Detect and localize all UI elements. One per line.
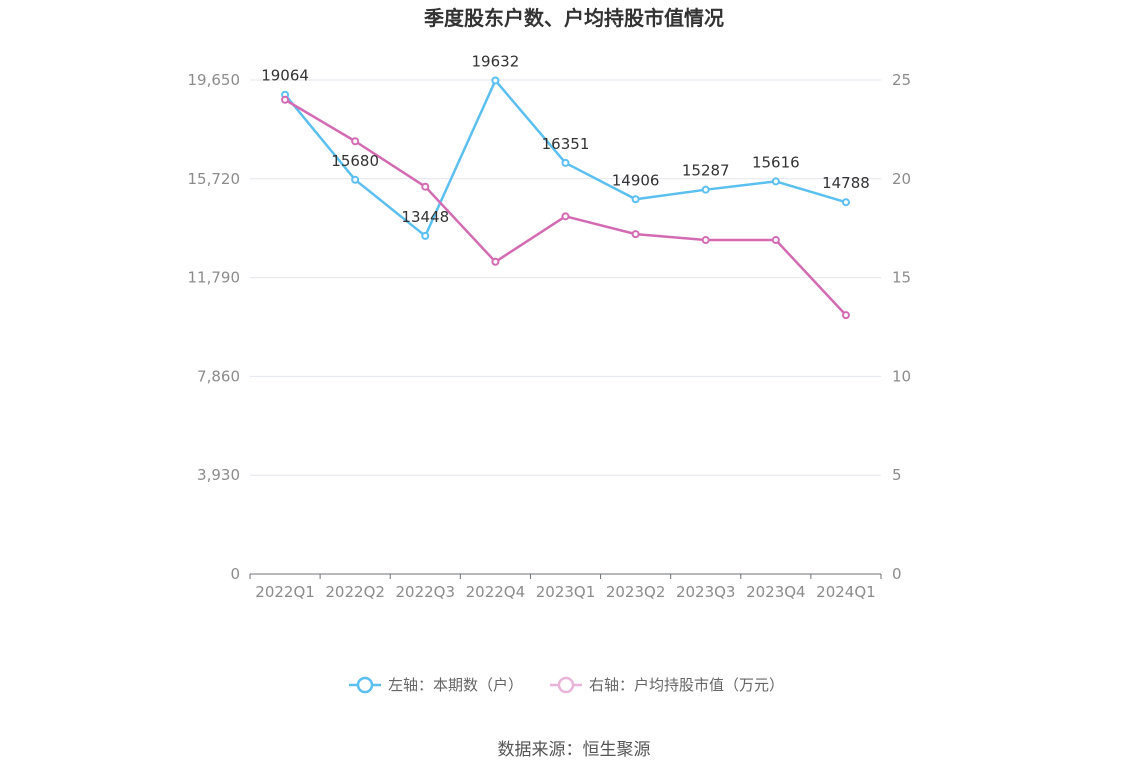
series-2-point — [841, 311, 850, 320]
series-layer — [281, 76, 850, 320]
x-tick-label: 2023Q2 — [606, 583, 666, 601]
x-tick-label: 2022Q3 — [396, 583, 456, 601]
left-tick-label: 0 — [230, 565, 240, 583]
data-label: 14788 — [822, 174, 870, 192]
legend-label-left: 左轴：本期数（户） — [388, 676, 523, 694]
data-labels: 19064 15680 13448 19632 16351 14906 15287 15616… — [261, 52, 870, 225]
series-1-point — [421, 231, 430, 240]
series-2-point — [631, 230, 640, 239]
data-label: 13448 — [401, 208, 449, 226]
legend-marker-right — [557, 676, 575, 694]
series-1-point — [701, 185, 710, 194]
data-label: 15680 — [331, 152, 379, 170]
data-label: 14906 — [612, 171, 660, 189]
x-tick-label: 2024Q1 — [816, 583, 876, 601]
legend-item-right[interactable]: 右轴：户均持股市值（万元） — [550, 676, 784, 694]
series-1-point — [491, 76, 500, 85]
data-label: 16351 — [542, 135, 590, 153]
series-2-point — [701, 236, 710, 245]
series-1-point — [561, 158, 570, 167]
data-label: 19064 — [261, 67, 309, 85]
series-2-point — [491, 257, 500, 266]
data-source: 数据来源：恒生聚源 — [498, 740, 651, 760]
series-1-point — [631, 195, 640, 204]
legend-label-right: 右轴：户均持股市值（万元） — [589, 676, 784, 694]
legend[interactable]: 左轴：本期数（户） 右轴：户均持股市值（万元） — [349, 676, 784, 694]
series-1-point — [351, 175, 360, 184]
series-1-point — [841, 198, 850, 207]
axes: 0 3,930 7,860 11,790 15,720 19,650 0 5 10 15 20 25 2… — [188, 71, 912, 601]
left-tick-label: 11,790 — [188, 269, 241, 287]
x-tick-label: 2022Q2 — [325, 583, 385, 601]
x-tick-label: 2023Q4 — [746, 583, 806, 601]
chart-title: 季度股东户数、户均持股市值情况 — [423, 6, 724, 30]
left-tick-label: 3,930 — [197, 466, 240, 484]
right-tick-label: 5 — [892, 466, 902, 484]
data-label: 19632 — [472, 52, 520, 70]
series-2-point — [561, 212, 570, 221]
series-2-point — [351, 137, 360, 146]
x-tick-label: 2023Q3 — [676, 583, 736, 601]
right-tick-label: 10 — [892, 367, 911, 385]
x-tick-label: 2022Q4 — [466, 583, 526, 601]
x-tick-label: 2023Q1 — [536, 583, 596, 601]
data-label: 15287 — [682, 162, 730, 180]
series-1-point — [771, 177, 780, 186]
data-label: 15616 — [752, 153, 800, 171]
right-tick-label: 0 — [892, 565, 902, 583]
left-tick-label: 19,650 — [188, 71, 241, 89]
legend-item-left[interactable]: 左轴：本期数（户） — [349, 676, 523, 694]
series-2-point — [771, 236, 780, 245]
series-line-2 — [284, 98, 847, 316]
left-tick-label: 15,720 — [188, 170, 241, 188]
legend-marker-left — [356, 676, 374, 694]
left-tick-label: 7,860 — [197, 367, 240, 385]
series-2-point — [281, 95, 290, 104]
x-tick-label: 2022Q1 — [255, 583, 315, 601]
right-tick-label: 25 — [892, 71, 911, 89]
series-2-point — [421, 182, 430, 191]
right-tick-label: 20 — [892, 170, 911, 188]
right-tick-label: 15 — [892, 269, 911, 287]
